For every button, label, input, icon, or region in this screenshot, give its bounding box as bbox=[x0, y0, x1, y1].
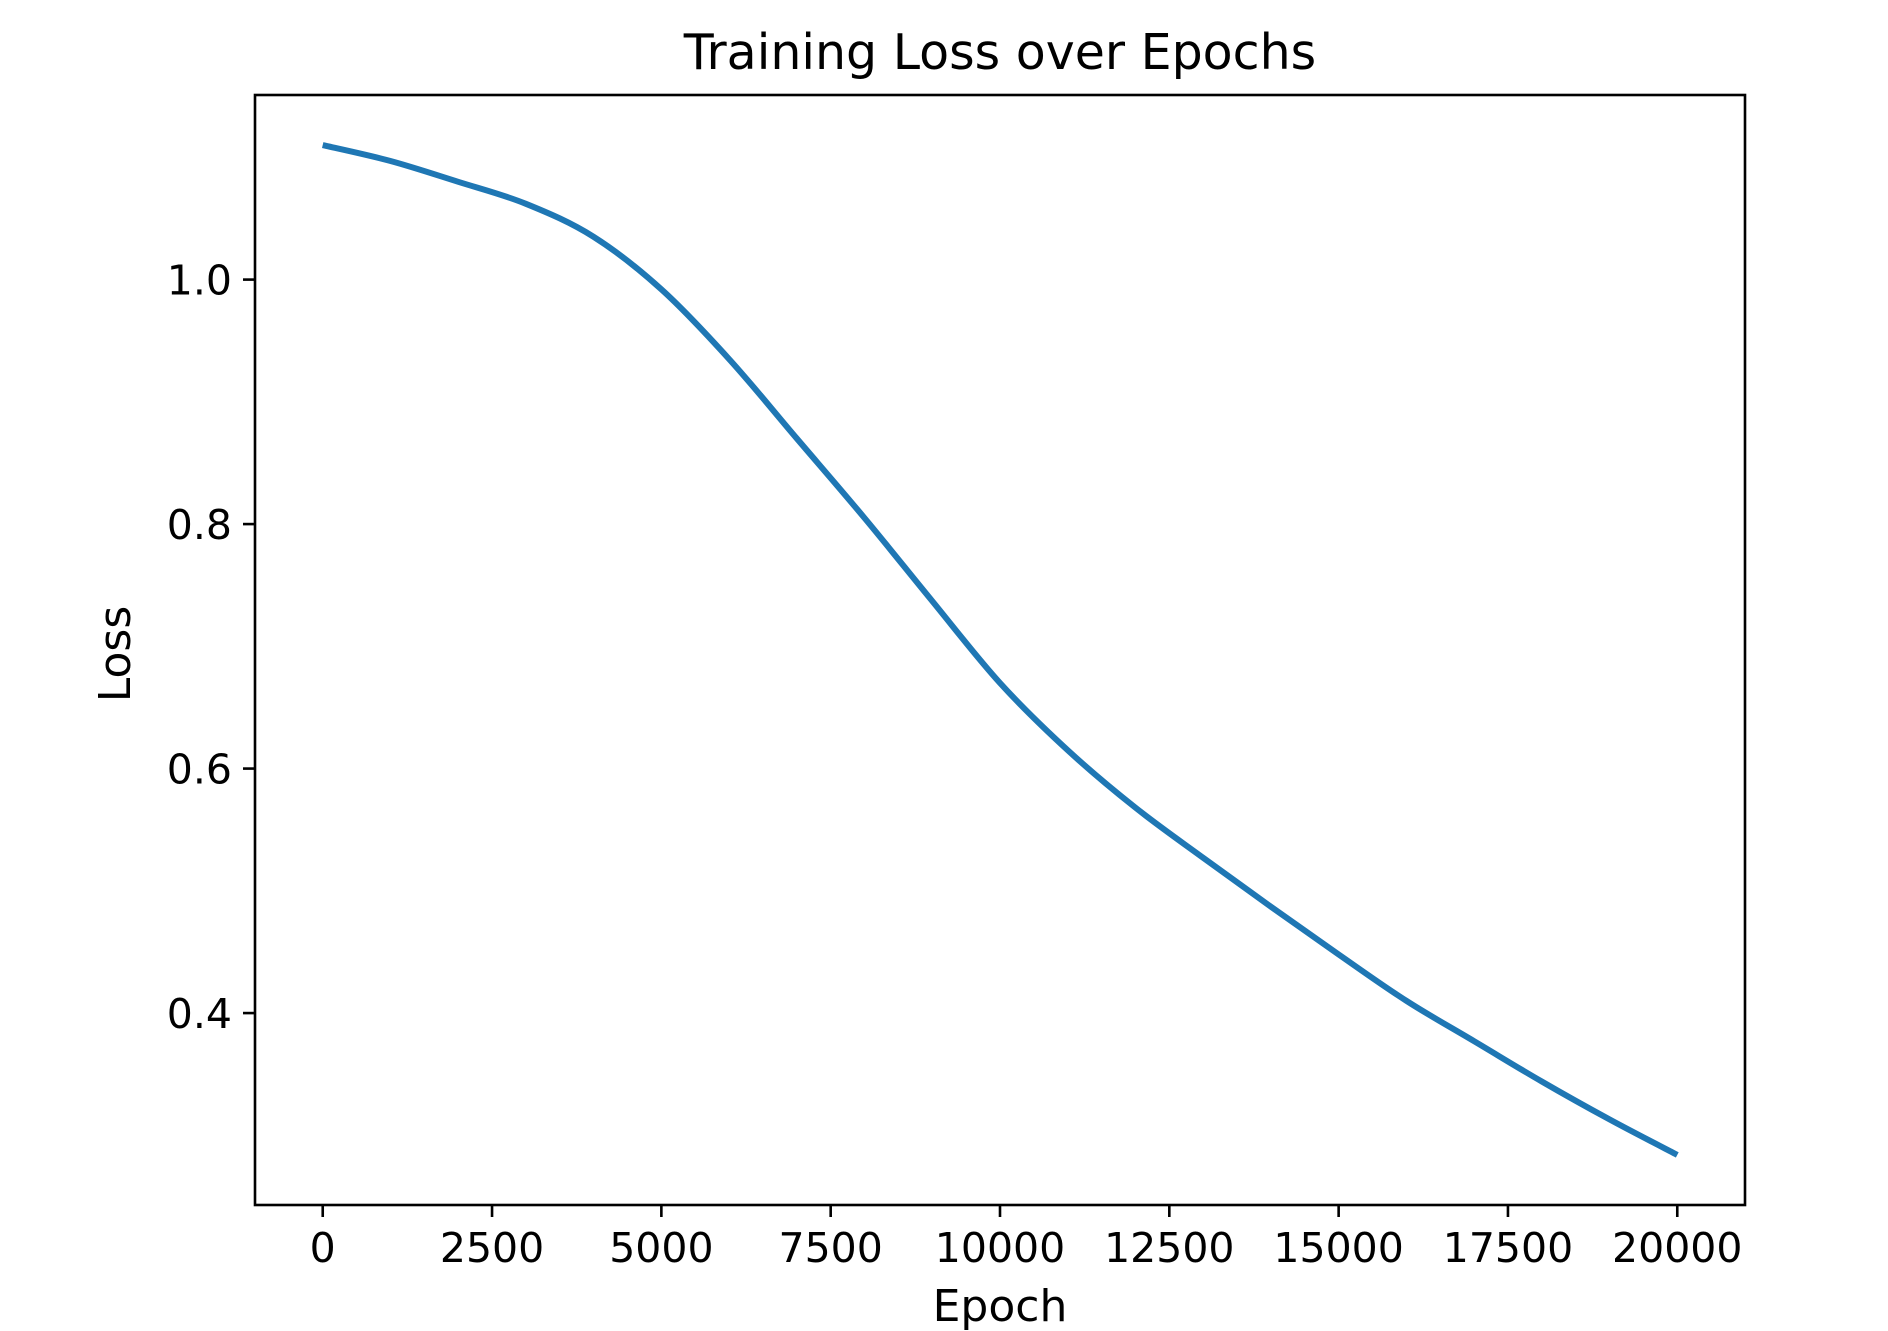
x-tick-label: 17500 bbox=[1443, 1224, 1573, 1272]
x-tick-label: 12500 bbox=[1104, 1224, 1234, 1272]
x-axis: 0 2500 5000 7500 10000 12500 15000 17500 20000 bbox=[310, 1205, 1742, 1272]
plot-area bbox=[255, 95, 1745, 1205]
y-tick-label: 0.8 bbox=[167, 501, 232, 549]
x-tick-label: 15000 bbox=[1273, 1224, 1403, 1272]
y-tick-label: 0.4 bbox=[167, 990, 232, 1038]
x-tick-label: 10000 bbox=[935, 1224, 1065, 1272]
x-tick-label: 20000 bbox=[1612, 1224, 1742, 1272]
chart-title: Training Loss over Epochs bbox=[683, 24, 1316, 81]
x-tick-label: 5000 bbox=[609, 1224, 713, 1272]
y-tick-label: 1.0 bbox=[167, 257, 232, 305]
y-tick-label: 0.6 bbox=[167, 746, 232, 794]
x-axis-label: Epoch bbox=[933, 1281, 1068, 1331]
x-tick-label: 2500 bbox=[440, 1224, 544, 1272]
x-tick-label: 7500 bbox=[779, 1224, 883, 1272]
y-axis: 0.4 0.6 0.8 1.0 bbox=[167, 257, 255, 1038]
loss-curve bbox=[322, 142, 1679, 1158]
x-tick-label: 0 bbox=[310, 1224, 336, 1272]
y-axis-label: Loss bbox=[90, 606, 141, 703]
